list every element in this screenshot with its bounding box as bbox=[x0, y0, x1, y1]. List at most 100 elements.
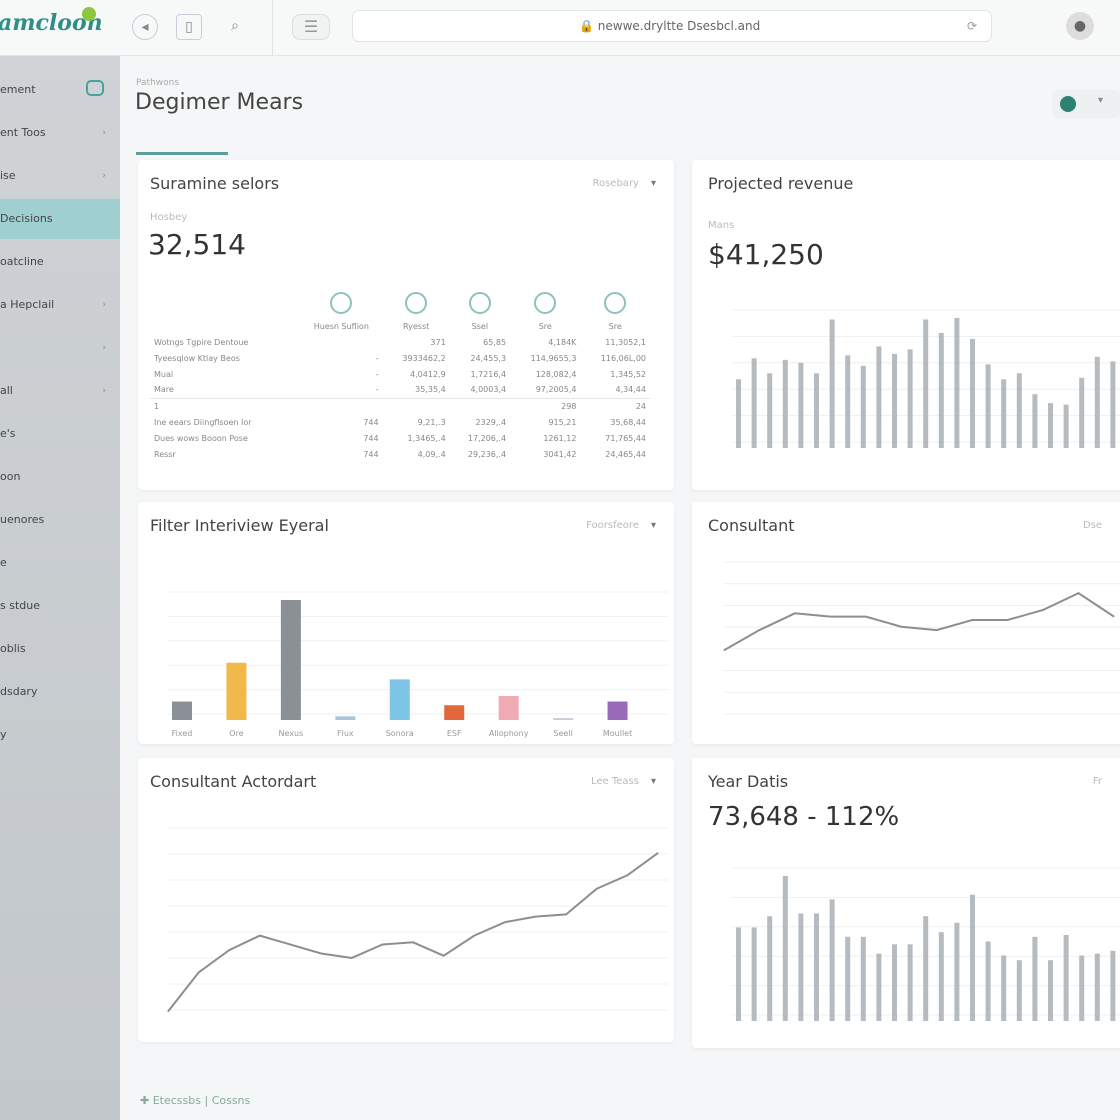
data-point bbox=[290, 944, 291, 946]
category-icon bbox=[604, 292, 627, 314]
data-point bbox=[228, 949, 230, 951]
back-icon[interactable]: ◂ bbox=[132, 14, 158, 40]
bar bbox=[280, 600, 301, 720]
url-bar[interactable]: 🔒 newwe.dryltte Dsesbcl.and ⟳ bbox=[352, 10, 992, 42]
sidebar-item[interactable]: e bbox=[0, 543, 120, 583]
sidebar-item[interactable]: oon bbox=[0, 457, 120, 497]
avatar[interactable]: ● bbox=[1066, 12, 1094, 40]
sidebar-item[interactable]: oblis bbox=[0, 629, 120, 669]
search-icon[interactable]: ⌕ bbox=[231, 18, 239, 34]
logo-mark-icon bbox=[82, 7, 96, 21]
sidebar-item[interactable]: s stdue bbox=[0, 586, 120, 626]
sidebar-item[interactable]: ise › bbox=[0, 156, 120, 196]
footer-link[interactable]: Cossns bbox=[211, 1094, 251, 1107]
footer-link[interactable]: Etecssbs bbox=[152, 1094, 201, 1107]
sidebar-item[interactable]: › bbox=[0, 328, 120, 368]
data-point bbox=[320, 952, 322, 954]
table-row[interactable]: Mual - 4,0412,9 1,7216,4 128,082,4 1,345,52 bbox=[150, 366, 650, 382]
activity-dropdown[interactable]: Lee Teass ▾ bbox=[591, 776, 656, 787]
data-point bbox=[1007, 619, 1009, 621]
x-tick-label: Seell bbox=[553, 729, 572, 738]
icon-row bbox=[150, 290, 650, 318]
table-cell: - bbox=[375, 385, 379, 395]
card-title: Consultant bbox=[708, 516, 795, 535]
table-cell: 744 bbox=[363, 449, 379, 459]
header-action-button[interactable]: ▾ bbox=[1052, 90, 1120, 118]
table-row[interactable]: Mare - 35,35,4 4,0003,4 97,2005,4 4,34,44 bbox=[150, 382, 650, 398]
data-point bbox=[723, 649, 725, 651]
sidebar-item-label: s stdue bbox=[0, 599, 40, 612]
bookmark-icon[interactable]: ▯ bbox=[176, 14, 202, 40]
table-cell: Mual bbox=[154, 369, 174, 379]
sidebar-item-label: ise bbox=[0, 169, 16, 182]
sidebar-item[interactable]: dsdary bbox=[0, 672, 120, 712]
table-cell: 116,06L,00 bbox=[600, 353, 646, 363]
table-row[interactable]: Wotngs Tgpire Dentoue 371 65,85 4,184K 11,30… bbox=[150, 334, 650, 350]
sidebar-item[interactable]: ement bbox=[0, 70, 120, 110]
menu-button[interactable]: ☰ bbox=[292, 14, 330, 40]
sidebar-item-label: uenores bbox=[0, 513, 45, 526]
table-cell: 9,21,.3 bbox=[417, 417, 446, 427]
bar bbox=[814, 913, 819, 1021]
chevron-down-icon: ▾ bbox=[650, 776, 656, 787]
bar bbox=[1079, 955, 1085, 1021]
chat-icon[interactable] bbox=[86, 80, 104, 96]
bar bbox=[954, 922, 960, 1021]
sidebar-item[interactable]: y bbox=[0, 715, 120, 755]
table-row[interactable]: Ressr 744 4,09,.4 29,236,.4 3041,42 24,465,44 bbox=[150, 446, 650, 462]
reload-icon[interactable]: ⟳ bbox=[966, 19, 977, 33]
table-row[interactable]: Dues wows Booon Pose 744 1,3465,.4 17,206,.… bbox=[150, 430, 650, 446]
sidebar-item-label: dsdary bbox=[0, 685, 38, 698]
consultant-dropdown[interactable]: Dse bbox=[1082, 520, 1102, 531]
revenue-chart bbox=[732, 309, 1120, 448]
sidebar-item-label: oblis bbox=[0, 642, 26, 655]
year-dropdown[interactable]: Fr bbox=[1092, 776, 1102, 787]
bar bbox=[1032, 936, 1038, 1021]
sidebar-item[interactable]: a Hepclail › bbox=[0, 285, 120, 325]
table-cell: 65,85 bbox=[483, 337, 507, 347]
table-cell: 915,21 bbox=[548, 417, 577, 427]
table-cell bbox=[300, 398, 383, 414]
table-cell: 97,2005,4 bbox=[535, 385, 577, 395]
bar bbox=[751, 358, 757, 448]
table-row[interactable]: Tyeesqlow Ktlay Beos - 3933462,2 24,455,3 11… bbox=[150, 350, 650, 366]
bar bbox=[782, 359, 788, 448]
breadcrumb[interactable]: Pathwons bbox=[136, 78, 180, 88]
period-dropdown[interactable]: Rosebary ▾ bbox=[592, 178, 656, 189]
filter-dropdown[interactable]: Foorsfeore ▾ bbox=[586, 520, 656, 531]
table-row[interactable]: Ine eears Diingflsoen Ior 744 9,21,.3 2329,… bbox=[150, 414, 650, 430]
data-point bbox=[351, 957, 353, 959]
year-card: Year Datis Fr 73,648 - 112% bbox=[692, 758, 1120, 1048]
chevron-right-icon: › bbox=[102, 300, 106, 310]
sidebar-item[interactable]: all › bbox=[0, 371, 120, 411]
bar bbox=[1001, 955, 1007, 1021]
table-cell: Dues wows Booon Pose bbox=[154, 433, 248, 443]
footer: ✚ Etecssbs | Cossns bbox=[140, 1094, 251, 1107]
column-header: Ryesst bbox=[403, 321, 430, 331]
sidebar-item[interactable]: e's bbox=[0, 414, 120, 454]
table-cell: 17,206,.4 bbox=[467, 433, 507, 443]
bar bbox=[1079, 377, 1085, 448]
data-point bbox=[198, 971, 200, 973]
bar bbox=[607, 701, 628, 720]
data-point bbox=[412, 941, 414, 943]
active-tab-indicator bbox=[136, 152, 228, 155]
sidebar-item[interactable]: uenores bbox=[0, 500, 120, 540]
kpi-value: $41,250 bbox=[708, 238, 824, 271]
sidebar-item[interactable]: ent Toos › bbox=[0, 113, 120, 153]
table-cell: 744 bbox=[363, 417, 379, 427]
table-row[interactable]: 1 298 24 bbox=[150, 398, 650, 414]
data-point bbox=[971, 619, 973, 621]
data-point bbox=[504, 921, 506, 923]
kpi-label: Mans bbox=[708, 220, 735, 231]
table-cell: 4,184K bbox=[548, 337, 577, 347]
bar bbox=[751, 927, 757, 1021]
sidebar-item-label: Decisions bbox=[0, 212, 53, 225]
bar bbox=[444, 705, 465, 720]
sidebar-item[interactable]: Decisions bbox=[0, 199, 120, 239]
table-header: Huesn Suflion Ryesst Ssel Sre Sre bbox=[150, 318, 650, 334]
sidebar-item[interactable]: oatcline bbox=[0, 242, 120, 282]
bar bbox=[498, 696, 519, 720]
bar bbox=[845, 355, 851, 448]
table-cell: 1,7216,4 bbox=[470, 369, 507, 379]
